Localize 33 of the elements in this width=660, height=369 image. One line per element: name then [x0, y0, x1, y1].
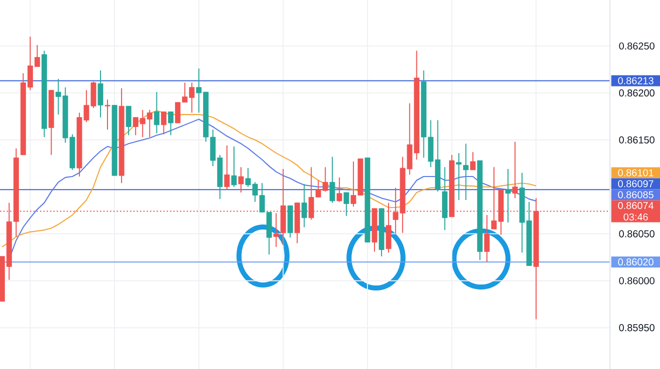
- y-tick-label: 0.85950: [619, 324, 654, 332]
- y-tick-label: 0.86150: [619, 136, 654, 144]
- candlestick: [231, 146, 237, 188]
- candlestick: [126, 106, 132, 136]
- y-tick-label: 0.86000: [619, 277, 654, 284]
- candlestick: [463, 143, 469, 200]
- candlestick: [484, 214, 490, 262]
- candlestick: [238, 166, 244, 193]
- text: 0.86085: [618, 191, 654, 198]
- text: 03:46: [624, 213, 648, 221]
- candlestick: [456, 152, 462, 200]
- candlestick: [336, 176, 342, 202]
- candlestick: [273, 212, 279, 248]
- candlestick: [512, 141, 518, 199]
- candlestick: [98, 70, 104, 118]
- text: 0.86101: [618, 169, 654, 176]
- candlestick: [160, 111, 166, 135]
- candlestick: [344, 192, 350, 216]
- candlestick: [470, 152, 476, 170]
- candlestick: [330, 156, 336, 204]
- candlestick: [104, 99, 110, 130]
- y-tick-label: 0.86200: [619, 89, 654, 96]
- candlestick: [224, 145, 230, 190]
- ref-line-label: 0.86074: [618, 202, 654, 210]
- ref-line-label: 0.86097: [618, 180, 654, 188]
- ref-line-label: 0.86213: [618, 77, 654, 84]
- candlestick: [505, 168, 511, 224]
- candlestick: [302, 184, 307, 228]
- ref-line-label: 0.86020: [618, 258, 654, 266]
- y-tick-label: 0.86050: [619, 230, 654, 238]
- candlestick: [154, 92, 160, 134]
- y-tick-label: 0.86250: [619, 42, 654, 50]
- candlestick: [168, 111, 174, 136]
